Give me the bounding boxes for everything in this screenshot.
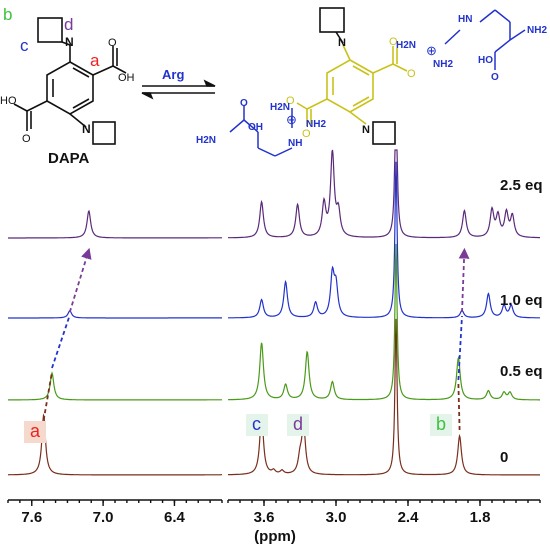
complex-dapa-core [296, 44, 408, 126]
complex-n-bottom: N [362, 124, 370, 136]
arg-lower-nh2: NH2 [306, 119, 326, 130]
dapa-o-right: O [108, 37, 117, 49]
spectrum-trace-0 [8, 413, 222, 476]
arg-upper-nh2-a: NH2 [433, 59, 453, 70]
x-tick-label: 7.0 [93, 509, 114, 526]
dapa-ho-left: HO [0, 95, 17, 107]
series-label-0: 0 [500, 449, 508, 466]
equilibrium-arg-label: Arg [162, 67, 184, 82]
arg-upper-ho: HO [478, 55, 493, 66]
dapa-site-d-label: d [64, 15, 73, 34]
x-tick-label: 3.0 [326, 509, 347, 526]
nmr-spectra [8, 149, 540, 476]
x-tick-label: 1.8 [470, 509, 491, 526]
shift-arrow-b-2 [457, 315, 463, 381]
spectrum-trace-1_0-eq [8, 310, 222, 319]
series-label-1: 0.5 eq [500, 363, 543, 380]
arg-lower-oh: OH [248, 122, 263, 133]
complex-o-right: O [389, 36, 398, 48]
arg-lower-nh: NH [288, 138, 302, 149]
peak-label-c: c [252, 414, 261, 434]
dapa-n-top: N [65, 35, 74, 49]
shift-arrow-a-1 [42, 371, 53, 421]
peak-label-highlight-c [246, 414, 268, 436]
shift-arrow-a-3 [68, 247, 92, 313]
equilibrium-arrows [141, 79, 216, 100]
x-tick-label: 3.6 [254, 509, 275, 526]
complex-o-left: O [302, 128, 311, 140]
complex-o-right-minus: O [407, 68, 416, 80]
series-label-3: 2.5 eq [500, 177, 543, 194]
x-tick-label: 6.4 [164, 509, 186, 526]
x-tick-label: 7.6 [21, 509, 42, 526]
spectrum-trace-0 [227, 318, 540, 476]
peak-label-highlight-d [287, 414, 309, 436]
spectrum-trace-0_5-eq [228, 243, 540, 401]
dapa-compound-label: DAPA [48, 150, 90, 167]
arg-lower-plus: ⊕ [286, 112, 297, 127]
peak-label-a: a [30, 421, 41, 441]
reaction-scheme: b c d a N N O HO O OH DAPA Arg [0, 5, 547, 167]
peak-label-d: d [293, 414, 303, 434]
arg-lower-h2n: H2N [196, 135, 216, 146]
arg-upper-o: O [491, 72, 499, 83]
shift-arrow-b-3 [458, 247, 470, 313]
complex-o-left-minus: O [286, 95, 295, 107]
arg-upper-hn: HN [458, 14, 472, 25]
arg-upper-plus: ⊕ [426, 43, 437, 58]
peak-label-b: b [436, 414, 446, 434]
arg-lower-o: O [240, 98, 248, 109]
series-labels: 0 0.5 eq 1.0 eq 2.5 eq [500, 177, 543, 466]
x-axis: 7.6 7.0 6.4 3.6 3.0 2.4 1.8 (ppm) [7, 499, 541, 545]
arg-upper-h2n: H2N [396, 40, 416, 51]
arginine-upper [444, 9, 526, 70]
series-label-2: 1.0 eq [500, 292, 543, 309]
spectrum-trace-1_0-eq [228, 161, 540, 319]
x-tick-label: 2.4 [398, 509, 420, 526]
shift-arrows [42, 247, 470, 431]
arg-lower-h2n-top: H2N [270, 102, 290, 113]
complex-n-top: N [338, 37, 346, 49]
dapa-site-a-label: a [90, 51, 100, 70]
dapa-site-c-label: c [20, 36, 29, 55]
x-axis-title: (ppm) [254, 528, 296, 545]
peak-label-highlight-a [24, 421, 46, 443]
arginine-lower [229, 105, 293, 157]
spectrum-trace-2_5-eq [8, 209, 222, 239]
complex-azetidines [319, 7, 396, 145]
spectrum-trace-0_5-eq [8, 371, 223, 401]
dapa-o-left: O [22, 133, 31, 145]
dapa-oh-right: OH [118, 72, 135, 84]
dapa-structure [13, 17, 127, 145]
spectrum-trace-2_5-eq [228, 149, 540, 239]
shift-arrow-a-2 [51, 314, 71, 369]
arg-upper-nh2-b: NH2 [527, 25, 547, 36]
peak-label-highlight-b [430, 414, 452, 436]
shift-arrow-b-1 [457, 383, 461, 431]
dapa-site-b-label: b [3, 5, 12, 24]
dapa-n-bottom: N [82, 122, 91, 136]
